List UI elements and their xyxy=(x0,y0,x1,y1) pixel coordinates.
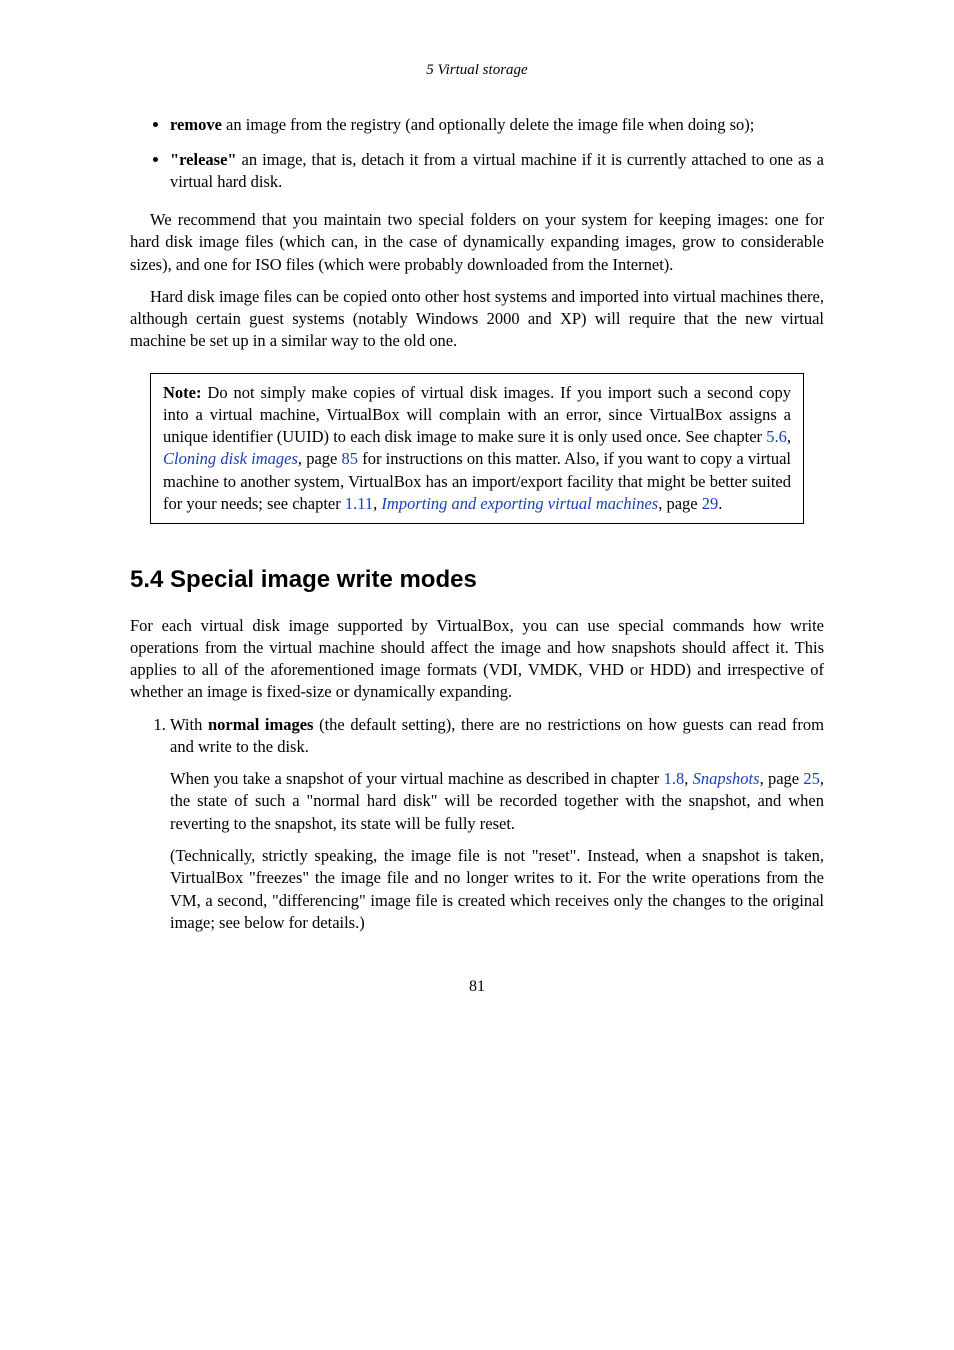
link-snapshots[interactable]: Snapshots xyxy=(693,769,760,788)
link-snapshots-em: Snapshots xyxy=(693,769,760,788)
bullet-list: remove an image from the registry (and o… xyxy=(130,114,824,193)
page-number: 81 xyxy=(130,976,824,998)
item1-pre: With xyxy=(170,715,208,734)
link-chapter-5-6[interactable]: 5.6 xyxy=(766,427,787,446)
item1-bold: normal images xyxy=(208,715,314,734)
link-import-em: Importing and exporting virtual machines xyxy=(381,494,658,513)
link-import-export[interactable]: Importing and exporting virtual machines xyxy=(381,494,658,513)
note-box: Note: Do not simply make copies of virtu… xyxy=(150,373,804,525)
link-page-29[interactable]: 29 xyxy=(702,494,719,513)
document-page: 5 Virtual storage remove an image from t… xyxy=(0,0,954,1058)
text-remove-rest: an image from the registry (and optional… xyxy=(222,115,754,134)
section-heading: 5.4 Special image write modes xyxy=(130,564,824,596)
running-head: 5 Virtual storage xyxy=(130,60,824,80)
item1-para3: (Technically, strictly speaking, the ima… xyxy=(170,845,824,934)
link-page-85[interactable]: 85 xyxy=(342,449,359,468)
bold-release: "release" xyxy=(170,150,237,169)
note-text-1: Do not simply make copies of virtual dis… xyxy=(163,383,791,447)
link-chapter-1-8[interactable]: 1.8 xyxy=(664,769,685,788)
bullet-item-remove: remove an image from the registry (and o… xyxy=(170,114,824,136)
section-intro: For each virtual disk image supported by… xyxy=(130,615,824,704)
link-cloning-disk-images[interactable]: Cloning disk images xyxy=(163,449,298,468)
link-cloning-em: Cloning disk images xyxy=(163,449,298,468)
item1-p2-pre: When you take a snapshot of your virtual… xyxy=(170,769,664,788)
note-end: . xyxy=(718,494,722,513)
link-chapter-1-11[interactable]: 1.11 xyxy=(345,494,373,513)
item1-comma: , xyxy=(684,769,692,788)
item1-page-prefix: , page xyxy=(760,769,804,788)
numbered-list: With normal images (the default setting)… xyxy=(130,714,824,934)
link-page-25[interactable]: 25 xyxy=(803,769,820,788)
item1-para2: When you take a snapshot of your virtual… xyxy=(170,768,824,835)
bullet-item-release: "release" an image, that is, detach it f… xyxy=(170,149,824,194)
list-item-normal-images: With normal images (the default setting)… xyxy=(170,714,824,934)
note-comma-1: , xyxy=(787,427,791,446)
text-release-rest: an image, that is, detach it from a virt… xyxy=(170,150,824,191)
paragraph-recommend: We recommend that you maintain two speci… xyxy=(130,209,824,276)
bold-remove: remove xyxy=(170,115,222,134)
note-label: Note: xyxy=(163,383,201,402)
paragraph-hard-disk: Hard disk image files can be copied onto… xyxy=(130,286,824,353)
note-page2-prefix: , page xyxy=(658,494,702,513)
note-page1-prefix: , page xyxy=(298,449,342,468)
